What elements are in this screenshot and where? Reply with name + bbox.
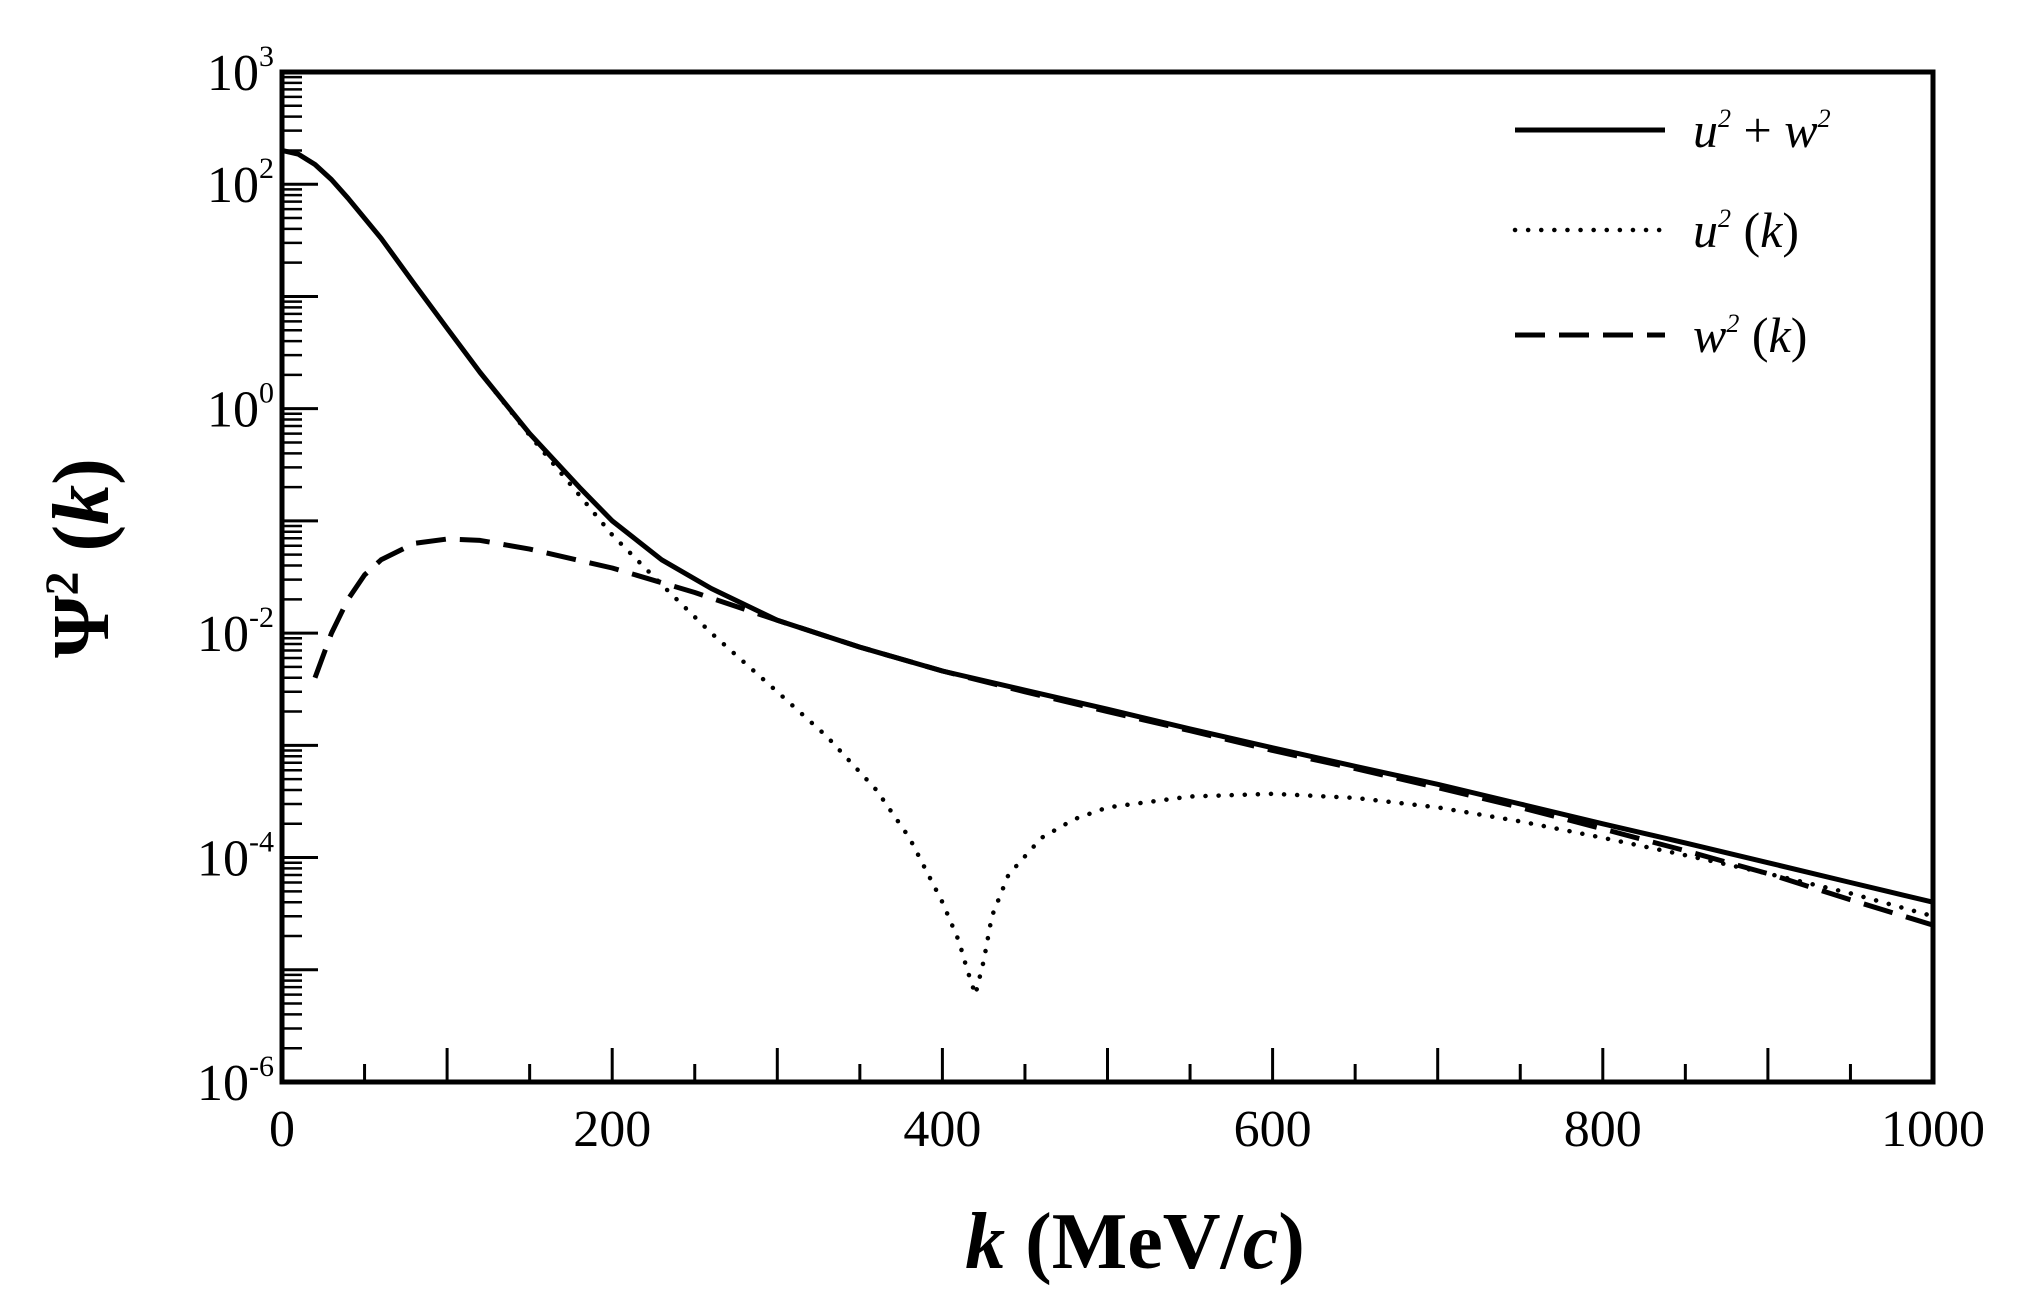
y-axis-title: Ψ2 (k) [36, 458, 126, 658]
legend-label: u2 (k) [1693, 202, 1799, 258]
plot-frame [279, 69, 1936, 1085]
x-tick-label: 1000 [1881, 1101, 1985, 1158]
series-line-dashed [312, 536, 1934, 928]
y-tick-label: 102 [207, 152, 274, 214]
series-line-dotted [279, 148, 1936, 997]
x-tick-label: 800 [1564, 1101, 1642, 1158]
y-tick-label: 100 [207, 377, 274, 439]
labels-layer: 0 200 400 600 800 1000 10-6 10-4 10-2 100 102 103 [197, 40, 1985, 1158]
x-tick-label: 200 [573, 1101, 651, 1158]
x-axis-title: k (MeV/c) [965, 1198, 1305, 1286]
y-axis-symbol: Ψ [38, 595, 126, 658]
y-axis-close: ) [38, 458, 126, 485]
x-axis-var: k [965, 1198, 1005, 1286]
x-tick-label: 600 [1234, 1101, 1312, 1158]
legend: u2 + w2 u2 (k) w2 (k) [1512, 102, 1831, 363]
series-line-solid [281, 147, 1934, 905]
curves-layer [279, 147, 1936, 997]
x-tick-label: 400 [903, 1101, 981, 1158]
legend-label: w2 (k) [1693, 307, 1807, 363]
y-tick-label: 103 [207, 40, 274, 102]
y-tick-label: 10-4 [197, 826, 274, 888]
ticks-layer [282, 75, 1852, 1082]
y-axis-exponent: 2 [36, 571, 89, 595]
y-tick-label: 10-6 [197, 1050, 274, 1112]
y-axis-open: ( [38, 525, 126, 572]
x-axis-unit-suffix: ) [1278, 1198, 1305, 1286]
y-tick-label: 10-2 [197, 601, 274, 663]
x-axis-unit-prefix: (MeV/ [1005, 1198, 1244, 1286]
y-axis-var: k [38, 485, 126, 525]
x-axis-unit-var: c [1243, 1198, 1279, 1286]
x-tick-label: 0 [269, 1101, 295, 1158]
legend-label: u2 + w2 [1693, 102, 1831, 158]
